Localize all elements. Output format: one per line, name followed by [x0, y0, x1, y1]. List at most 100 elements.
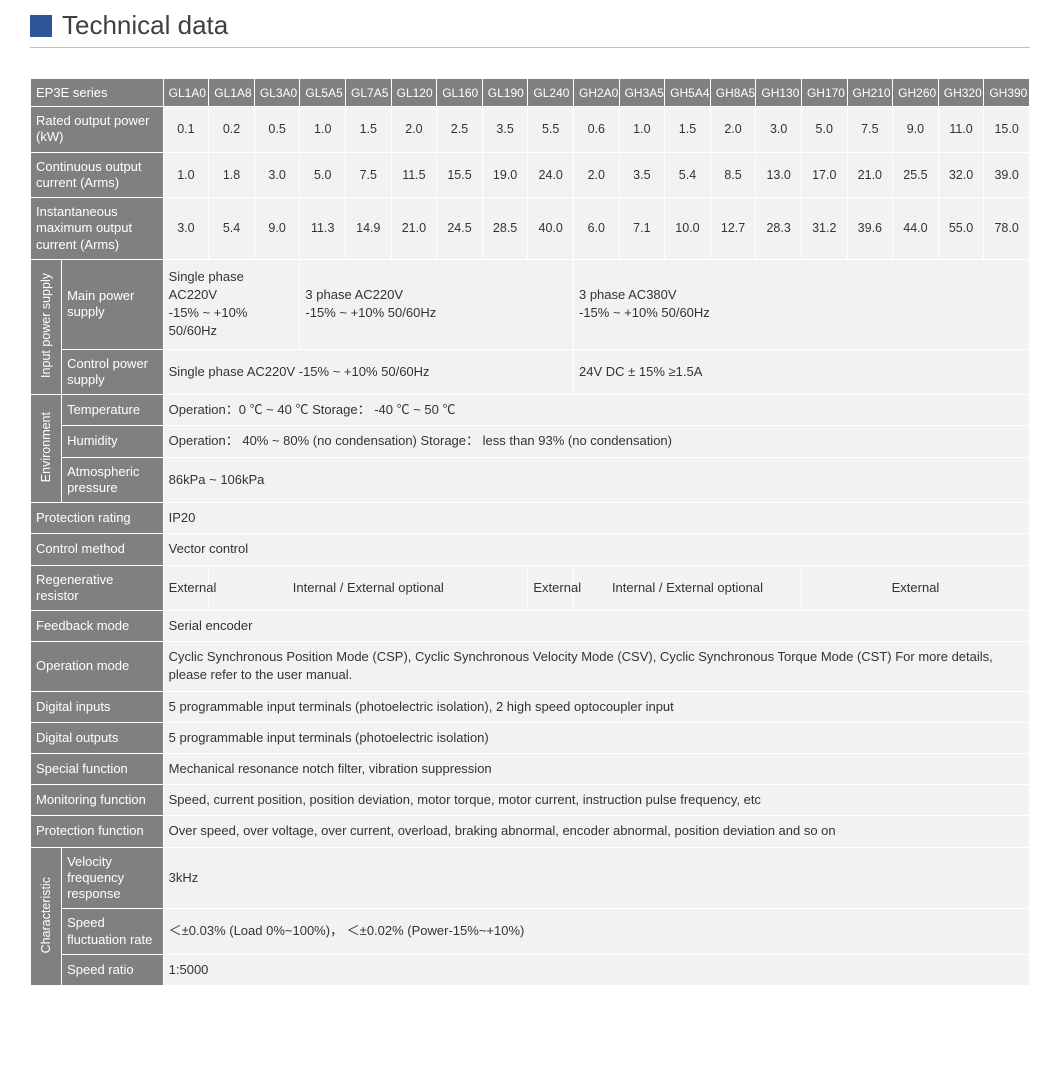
model-header: GH3A5 [619, 79, 665, 107]
page-title: Technical data [62, 10, 228, 41]
environment-group: Environment [31, 395, 62, 503]
regen-cell: External [801, 565, 1029, 611]
value-cell: 15.0 [984, 107, 1030, 153]
feedback_mode-label: Feedback mode [31, 611, 164, 642]
temperature-label: Temperature [62, 395, 164, 426]
atmospheric-label: Atmospheric pressure [62, 457, 164, 503]
value-cell: 5.4 [209, 198, 255, 260]
model-header: GL190 [482, 79, 528, 107]
value-cell: 0.2 [209, 107, 255, 153]
value-cell: 28.3 [756, 198, 802, 260]
model-header: GL1A8 [209, 79, 255, 107]
digital_inputs-label: Digital inputs [31, 691, 164, 722]
value-cell: 13.0 [756, 152, 802, 198]
value-cell: 7.1 [619, 198, 665, 260]
input-power-group: Input power supply [31, 259, 62, 395]
ratio-label: Speed ratio [62, 954, 164, 985]
feedback_mode-value: Serial encoder [163, 611, 1029, 642]
digital_outputs-label: Digital outputs [31, 722, 164, 753]
model-header: GH210 [847, 79, 893, 107]
vfr-label: Velocity frequency response [62, 847, 164, 909]
regen-cell: External [528, 565, 574, 611]
value-cell: 1.0 [300, 107, 346, 153]
value-cell: 2.5 [437, 107, 483, 153]
sfr-label: Speed fluctuation rate [62, 909, 164, 955]
value-cell: 11.5 [391, 152, 437, 198]
value-cell: 5.0 [300, 152, 346, 198]
humidity-value: Operation： 40% ~ 80% (no condensation) S… [163, 426, 1029, 457]
value-cell: 5.0 [801, 107, 847, 153]
value-cell: 1.0 [619, 107, 665, 153]
model-header: GL5A5 [300, 79, 346, 107]
spec-table: EP3E seriesGL1A0GL1A8GL3A0GL5A5GL7A5GL12… [30, 78, 1030, 986]
page: Technical data EP3E seriesGL1A0GL1A8GL3A… [0, 0, 1060, 1016]
regen-cell: External [163, 565, 209, 611]
special_function-value: Mechanical resonance notch filter, vibra… [163, 753, 1029, 784]
row-label: Instantaneous maximum output current (Ar… [31, 198, 164, 260]
value-cell: 17.0 [801, 152, 847, 198]
value-cell: 39.6 [847, 198, 893, 260]
digital_inputs-value: 5 programmable input terminals (photoele… [163, 691, 1029, 722]
value-cell: 39.0 [984, 152, 1030, 198]
value-cell: 40.0 [528, 198, 574, 260]
value-cell: 21.0 [847, 152, 893, 198]
model-header: GH2A0 [573, 79, 619, 107]
value-cell: 24.5 [437, 198, 483, 260]
main-power-b: 3 phase AC220V-15% ~ +10% 50/60Hz [300, 259, 574, 349]
row-label: Continuous output current (Arms) [31, 152, 164, 198]
value-cell: 5.4 [665, 152, 711, 198]
humidity-label: Humidity [62, 426, 164, 457]
value-cell: 19.0 [482, 152, 528, 198]
digital_outputs-value: 5 programmable input terminals (photoele… [163, 722, 1029, 753]
value-cell: 1.5 [665, 107, 711, 153]
value-cell: 1.0 [163, 152, 209, 198]
regen-cell: Internal / External optional [573, 565, 801, 611]
value-cell: 5.5 [528, 107, 574, 153]
main-power-c: 3 phase AC380V-15% ~ +10% 50/60Hz [573, 259, 1029, 349]
protection_rating-value: IP20 [163, 503, 1029, 534]
ratio-value: 1:5000 [163, 954, 1029, 985]
value-cell: 28.5 [482, 198, 528, 260]
value-cell: 44.0 [893, 198, 939, 260]
value-cell: 14.9 [346, 198, 392, 260]
value-cell: 3.5 [619, 152, 665, 198]
value-cell: 11.3 [300, 198, 346, 260]
protection_function-value: Over speed, over voltage, over current, … [163, 816, 1029, 847]
value-cell: 11.0 [938, 107, 984, 153]
value-cell: 25.5 [893, 152, 939, 198]
value-cell: 0.6 [573, 107, 619, 153]
main-power-a: Single phase AC220V-15% ~ +10%50/60Hz [163, 259, 300, 349]
monitoring_function-value: Speed, current position, position deviat… [163, 785, 1029, 816]
regen-label: Regenerative resistor [31, 565, 164, 611]
value-cell: 55.0 [938, 198, 984, 260]
value-cell: 12.7 [710, 198, 756, 260]
sfr-value: ＜±0.03% (Load 0%~100%)， ＜±0.02% (Power-1… [163, 909, 1029, 955]
value-cell: 3.0 [254, 152, 300, 198]
model-header: GH8A5 [710, 79, 756, 107]
regen-cell: Internal / External optional [209, 565, 528, 611]
operation_mode-label: Operation mode [31, 642, 164, 691]
model-header: GL160 [437, 79, 483, 107]
title-square-icon [30, 15, 52, 37]
value-cell: 21.0 [391, 198, 437, 260]
title-row: Technical data [30, 10, 1030, 48]
value-cell: 3.0 [756, 107, 802, 153]
model-header: GH390 [984, 79, 1030, 107]
value-cell: 2.0 [391, 107, 437, 153]
value-cell: 1.8 [209, 152, 255, 198]
model-header: GH260 [893, 79, 939, 107]
model-header: GL240 [528, 79, 574, 107]
value-cell: 9.0 [254, 198, 300, 260]
value-cell: 78.0 [984, 198, 1030, 260]
control-power-b: 24V DC ± 15% ≥1.5A [573, 349, 1029, 395]
model-header: GH130 [756, 79, 802, 107]
special_function-label: Special function [31, 753, 164, 784]
model-header: GL120 [391, 79, 437, 107]
value-cell: 1.5 [346, 107, 392, 153]
model-header: GL1A0 [163, 79, 209, 107]
row-label: Rated output power (kW) [31, 107, 164, 153]
protection_rating-label: Protection rating [31, 503, 164, 534]
model-header: GL7A5 [346, 79, 392, 107]
main-power-label: Main power supply [62, 259, 164, 349]
vfr-value: 3kHz [163, 847, 1029, 909]
